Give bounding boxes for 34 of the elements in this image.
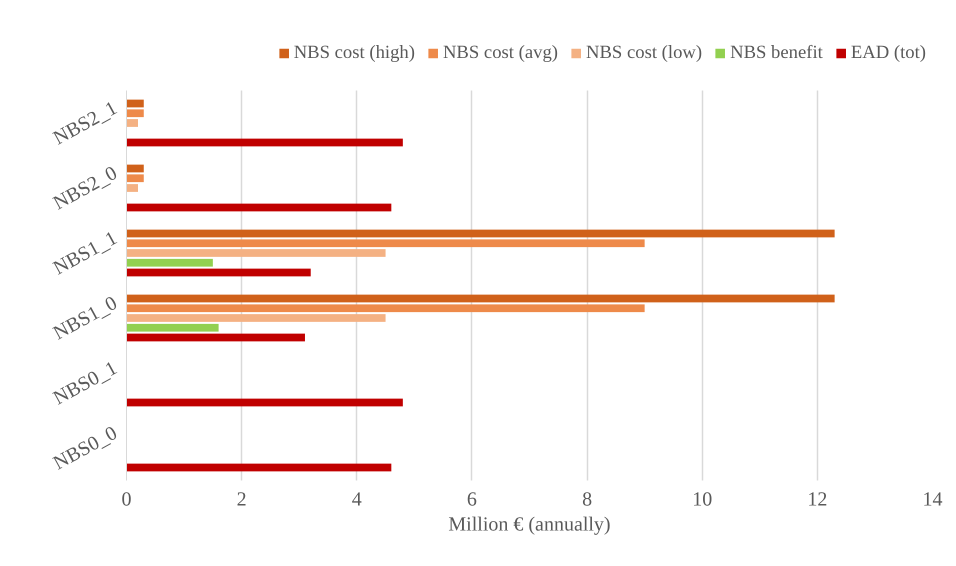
legend-label: NBS cost (low)	[586, 42, 702, 64]
legend-label: NBS benefit	[730, 42, 823, 64]
bar	[126, 174, 144, 182]
x-tick-label: 14	[922, 488, 942, 510]
bar	[126, 304, 645, 312]
x-tick-label: 8	[582, 488, 592, 510]
bar	[126, 464, 392, 472]
x-tick-label: 0	[122, 488, 132, 510]
x-tick-label: 4	[352, 488, 362, 510]
bar	[126, 249, 386, 257]
bar	[126, 164, 144, 172]
bar	[126, 119, 138, 127]
bar	[126, 239, 645, 248]
x-tick-label: 2	[236, 488, 247, 510]
bar	[126, 230, 835, 238]
bar	[126, 294, 835, 302]
legend-label: NBS cost (avg)	[442, 42, 558, 64]
bar	[126, 109, 144, 118]
bar	[126, 324, 219, 332]
bar	[126, 334, 305, 342]
bar	[126, 204, 392, 212]
bar	[126, 100, 144, 108]
bar	[126, 314, 386, 322]
bar	[126, 138, 403, 146]
x-axis-title: Million € (annually)	[448, 514, 611, 536]
legend-label: EAD (tot)	[850, 42, 926, 64]
bar	[126, 268, 311, 276]
bar	[126, 184, 138, 192]
x-tick-label: 12	[807, 488, 828, 510]
x-tick-label: 6	[466, 488, 477, 510]
legend-label: NBS cost (high)	[294, 42, 415, 64]
bar	[126, 398, 403, 406]
bar	[126, 258, 213, 267]
x-tick-label: 10	[692, 488, 712, 510]
